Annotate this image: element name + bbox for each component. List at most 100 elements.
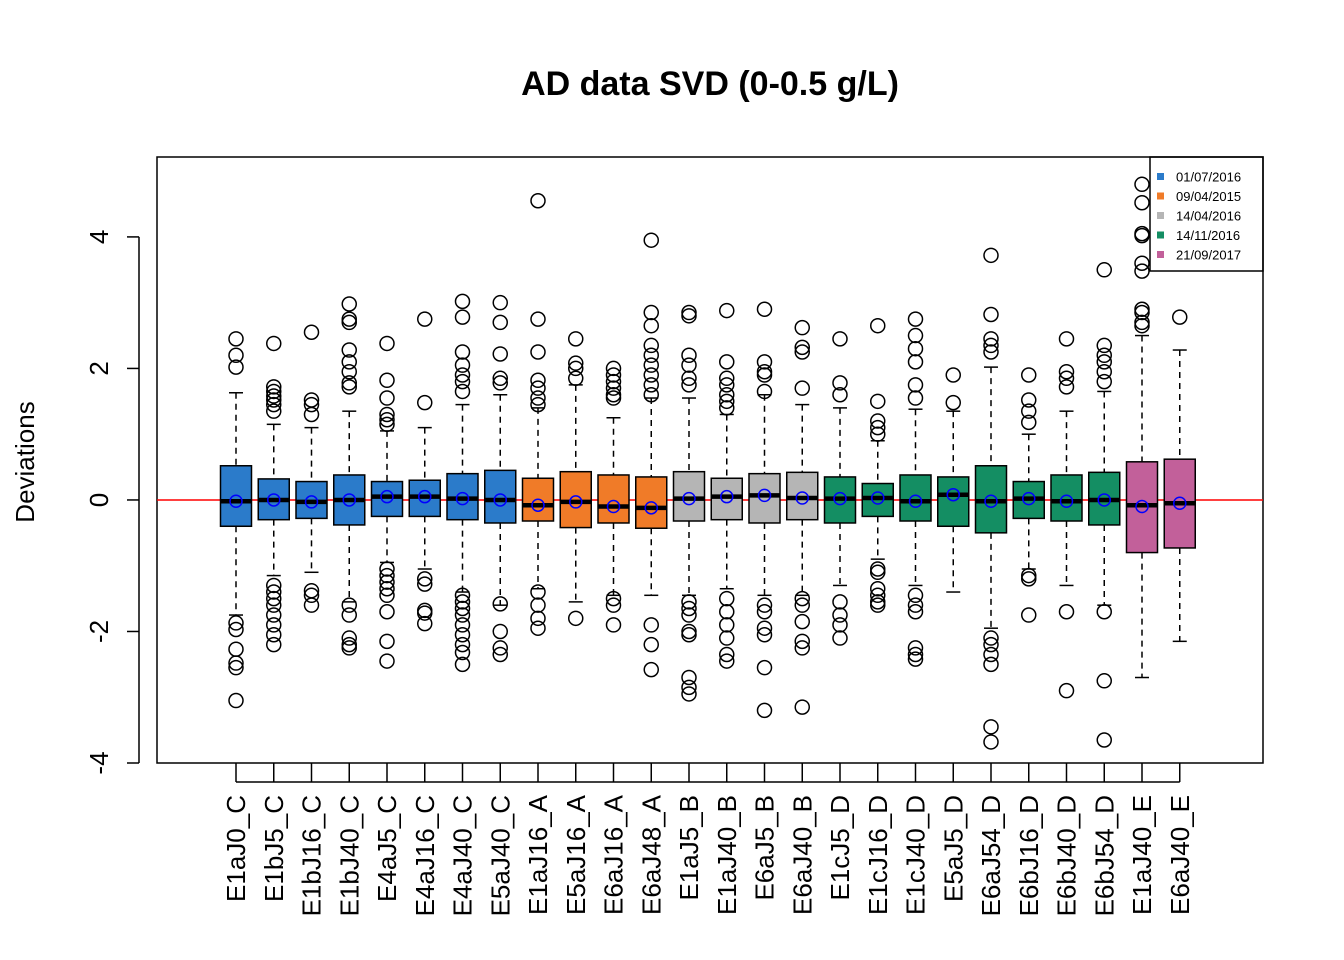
outlier-point (303, 587, 320, 604)
outlier-point (417, 615, 433, 632)
outlier-point (454, 309, 471, 325)
outlier-point (605, 590, 622, 607)
outlier-point (530, 620, 546, 636)
x-tick-label: E5aJ16_A (561, 794, 591, 915)
outlier-point (1096, 673, 1112, 689)
x-tick-label: E6aJ40_B (787, 795, 817, 915)
outlier-point (379, 653, 395, 669)
x-tick-label: E5aJ5_D (938, 795, 968, 902)
outlier-point (794, 597, 810, 613)
outlier-point (530, 390, 546, 406)
outlier-point (832, 386, 848, 403)
iqr-box (748, 472, 781, 524)
outlier-point (870, 419, 886, 436)
mean-marker (1022, 491, 1036, 506)
outlier-point (643, 636, 659, 653)
outlier-point (1134, 255, 1150, 271)
outlier-point (1134, 314, 1150, 331)
y-axis-label: Deviations (10, 401, 40, 522)
x-tick-label: E6aJ5_B (750, 795, 780, 901)
outlier-point (794, 339, 810, 356)
plot-frame (156, 156, 1264, 764)
outlier-point (417, 311, 433, 327)
outlier-point (794, 380, 810, 396)
box-E4aJ16_C (408, 311, 441, 632)
x-axis: E1aJ0_C E1bJ5_C E1bJ16_C E1bJ40_C E4aJ5_C E4a… (221, 763, 1195, 916)
outlier-point (907, 640, 924, 656)
outlier-point (341, 363, 357, 380)
outlier-point (605, 367, 622, 383)
outlier-point (266, 617, 282, 633)
outlier-point (492, 314, 508, 331)
box-E5aJ5_D (937, 367, 970, 593)
outlier-point (719, 590, 735, 607)
mean-marker (569, 495, 583, 509)
outlier-point (266, 379, 282, 395)
mean-marker (682, 491, 696, 506)
outlier-point (228, 621, 244, 638)
outlier-point (643, 367, 659, 383)
outlier-point (870, 564, 886, 581)
outlier-point (228, 659, 244, 676)
box-E1bJ16_C (295, 324, 328, 613)
boxes-layer (219, 176, 1196, 750)
outlier-point (681, 600, 697, 617)
y-tick-label: 2 (84, 361, 114, 375)
chart-title: AD data SVD (0-0.5 g/L) (521, 65, 899, 103)
outlier-point (681, 607, 697, 623)
outlier-point (341, 354, 357, 370)
outlier-point (530, 192, 546, 209)
outlier-point (1021, 367, 1037, 383)
x-tick-label: E1aJ16_A (523, 794, 553, 915)
outlier-point (341, 342, 357, 358)
outlier-point (454, 636, 471, 653)
legend-label: 01/07/2016 (1176, 170, 1241, 185)
outlier-point (983, 344, 999, 360)
outlier-point (266, 607, 282, 623)
outlier-point (643, 357, 659, 373)
outlier-point (266, 396, 282, 413)
outlier-point (681, 686, 697, 702)
outlier-point (1096, 262, 1112, 278)
x-tick-label: E1bJ5_C (259, 795, 289, 902)
outlier-point (870, 561, 886, 577)
outlier-point (907, 340, 924, 357)
outlier-point (417, 605, 433, 621)
outlier-point (454, 607, 471, 623)
outlier-point (605, 390, 622, 406)
outlier-point (832, 617, 848, 633)
outlier-point (756, 301, 773, 317)
outlier-point (756, 604, 773, 620)
outlier-point (454, 373, 471, 390)
outlier-point (1021, 567, 1037, 584)
outlier-point (341, 597, 357, 613)
mean-marker (342, 493, 356, 507)
mean-marker (304, 495, 319, 509)
outlier-point (492, 346, 508, 362)
outlier-point (756, 659, 773, 676)
mean-marker (946, 487, 960, 502)
x-tick-label: E1aJ0_C (221, 795, 251, 902)
box-E6aJ16_A (597, 360, 630, 633)
outlier-point (530, 380, 546, 396)
outlier-point (681, 623, 697, 640)
outlier-point (228, 331, 244, 347)
outlier-point (568, 360, 584, 377)
outlier-point (832, 594, 848, 610)
outlier-point (1134, 194, 1150, 211)
outlier-point (492, 294, 508, 311)
legend-label: 21/09/2017 (1176, 248, 1241, 263)
outlier-point (719, 370, 735, 387)
outlier-point (530, 344, 546, 360)
outlier-point (756, 354, 773, 370)
y-tick-label: 0 (84, 493, 114, 507)
outlier-point (756, 363, 773, 380)
box-E6bJ16_D (1012, 367, 1045, 623)
box-E6aJ40_E (1163, 309, 1196, 643)
box-E4aJ40_C (446, 293, 479, 673)
iqr-box (484, 469, 517, 524)
outlier-point (870, 597, 886, 613)
mean-marker (1059, 494, 1074, 509)
outlier-point (870, 587, 886, 604)
box-E5aJ40_C (484, 294, 517, 663)
